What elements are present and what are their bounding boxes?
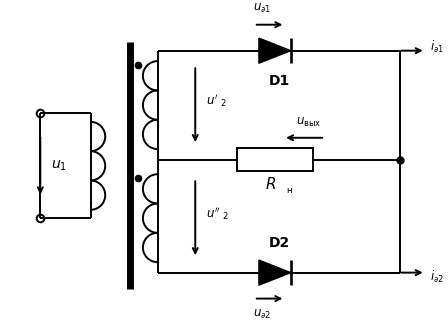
Text: $u''\ _2$: $u''\ _2$ — [206, 206, 229, 222]
Text: D1: D1 — [268, 74, 290, 88]
Text: $u_1$: $u_1$ — [51, 159, 67, 173]
Text: $u_{\rm вых}$: $u_{\rm вых}$ — [296, 116, 321, 129]
Text: $u_{\partial 1}$: $u_{\partial 1}$ — [253, 2, 271, 15]
FancyBboxPatch shape — [237, 148, 313, 171]
Text: $i_{\partial 1}$: $i_{\partial 1}$ — [430, 38, 444, 55]
Text: $i_{\partial 2}$: $i_{\partial 2}$ — [430, 269, 444, 285]
Text: $_{\rm н}$: $_{\rm н}$ — [286, 183, 293, 196]
Text: D2: D2 — [268, 236, 290, 250]
Text: $u_{\partial 2}$: $u_{\partial 2}$ — [253, 308, 271, 321]
Text: $R$: $R$ — [265, 176, 276, 192]
Text: $u'\ _2$: $u'\ _2$ — [206, 93, 227, 109]
Polygon shape — [259, 260, 291, 285]
Polygon shape — [259, 38, 291, 63]
